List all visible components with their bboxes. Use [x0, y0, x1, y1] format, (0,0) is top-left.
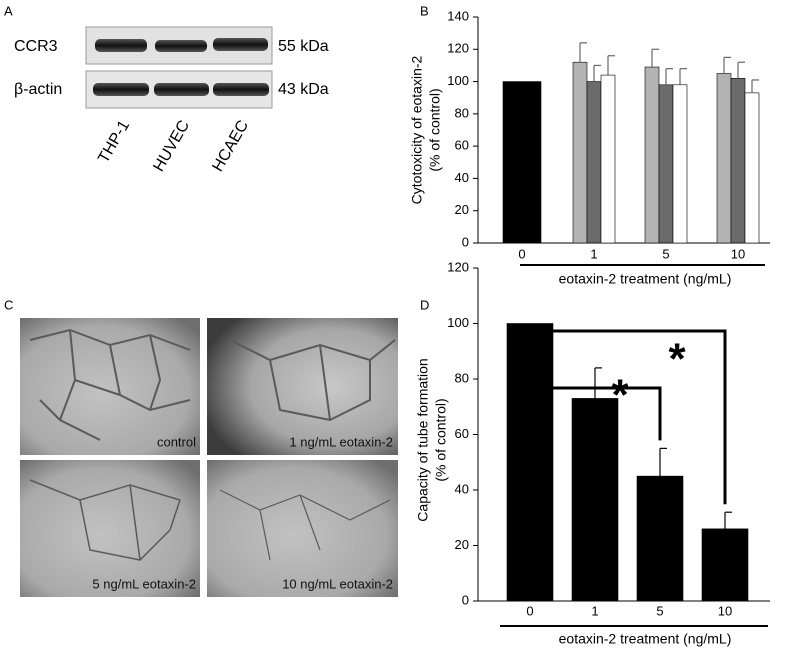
bar [644, 66, 660, 244]
micrograph-caption: 5 ng/mL eotaxin-2 [92, 576, 196, 591]
micrograph-caption: 1 ng/mL eotaxin-2 [289, 434, 393, 449]
bar [502, 81, 542, 244]
bar [730, 78, 746, 244]
y-tick-label: 0 [462, 234, 469, 249]
significance-bracket [528, 329, 727, 505]
tube-network [229, 339, 396, 422]
lane-label: THP-1 [95, 118, 133, 167]
y-tick-label: 60 [455, 426, 469, 441]
micrograph [20, 318, 200, 455]
bar [658, 84, 674, 244]
bar [636, 475, 684, 602]
y-tick-label: 80 [455, 105, 469, 120]
bar [701, 528, 749, 602]
blot [85, 26, 273, 109]
micrograph-caption: 10 ng/mL eotaxin-2 [282, 576, 393, 591]
x-axis-label: eotaxin-2 treatment (ng/mL) [559, 631, 732, 647]
micrograph [207, 318, 398, 455]
lane-label: HUVEC [150, 118, 193, 175]
y-tick-label: 20 [455, 537, 469, 552]
y-tick-label: 140 [447, 8, 469, 23]
bar [744, 92, 760, 244]
micrographs [20, 318, 398, 597]
y-axis-label: (% of control) [427, 88, 443, 171]
significance-bracket [528, 386, 662, 441]
y-tick-label: 100 [447, 73, 469, 88]
bar [586, 81, 602, 244]
panel-label: C [4, 297, 13, 312]
bar [672, 84, 688, 244]
blot-weight: 55 kDa [278, 38, 329, 55]
x-tick-label: 1 [590, 246, 597, 261]
y-tick-label: 20 [455, 202, 469, 217]
y-axis-label: Capacity of tube formation [415, 358, 431, 521]
y-tick-label: 0 [462, 592, 469, 607]
bar [716, 73, 732, 244]
panel-label: D [420, 297, 429, 312]
y-tick-label: 40 [455, 170, 469, 185]
micrograph-caption: control [157, 434, 196, 449]
blot-row-label: β-actin [14, 81, 62, 98]
x-tick-label: 5 [662, 246, 669, 261]
x-tick-label: 1 [591, 603, 598, 618]
tube-network [219, 489, 391, 561]
x-tick-label: 10 [731, 246, 745, 261]
y-axis-label: Cytotoxicity of eotaxin-2 [409, 55, 425, 204]
blot-weight: 43 kDa [278, 81, 329, 98]
y-tick-label: 40 [455, 481, 469, 496]
bar [506, 323, 554, 602]
y-tick-label: 60 [455, 138, 469, 153]
panel-label: A [4, 3, 13, 18]
y-tick-label: 120 [447, 41, 469, 56]
tube-network [29, 328, 191, 441]
x-tick-label: 10 [718, 603, 732, 618]
panel-label: B [420, 3, 429, 18]
band [93, 83, 149, 96]
band [213, 38, 268, 51]
bar [600, 74, 616, 244]
y-tick-label: 100 [447, 315, 469, 330]
x-tick-label: 0 [526, 603, 533, 618]
band [213, 83, 269, 96]
significance-mark: * [611, 371, 629, 420]
y-tick-label: 120 [447, 259, 469, 274]
y-tick-label: 80 [455, 370, 469, 385]
micrograph [207, 460, 398, 597]
x-axis-label: eotaxin-2 treatment (ng/mL) [559, 271, 732, 287]
band [154, 83, 209, 96]
band [155, 40, 207, 52]
x-tick-label: 0 [518, 246, 525, 261]
x-tick-label: 5 [656, 603, 663, 618]
lane-label: HCAEC [209, 118, 252, 175]
bar [571, 398, 619, 602]
bar [572, 61, 588, 244]
band [95, 39, 147, 52]
significance-mark: * [668, 335, 686, 384]
tube-network [29, 479, 181, 561]
y-axis-label: (% of control) [433, 398, 449, 481]
blot-row-label: CCR3 [14, 38, 58, 55]
